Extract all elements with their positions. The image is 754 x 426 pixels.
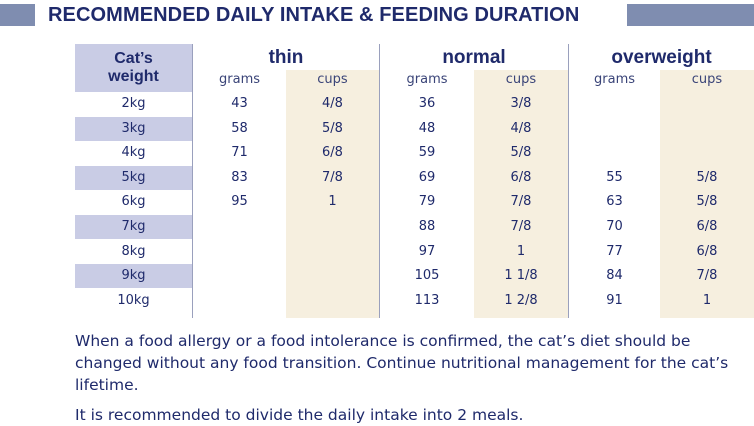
table-cell: 77 <box>606 244 623 259</box>
table-cell: 63 <box>606 194 623 209</box>
table-cell <box>286 215 379 239</box>
normal-cups-column-shade <box>474 70 568 318</box>
table-cell: 1 <box>328 194 337 209</box>
table-cell: 105 <box>414 268 440 283</box>
table-cell: 6/8 <box>510 170 532 185</box>
column-divider <box>379 44 380 318</box>
table-cell <box>569 92 660 116</box>
table-cell: 43 <box>231 96 248 111</box>
table-cell: 88 <box>418 219 436 234</box>
table-cell <box>286 264 379 288</box>
sub-header-grams: grams <box>406 72 448 87</box>
overweight-cups-column-shade <box>660 70 754 318</box>
table-cell <box>660 117 754 141</box>
table-cell: 113 <box>414 293 440 308</box>
sub-header-cups: cups <box>505 72 537 87</box>
header-accent-bar-left <box>0 4 35 26</box>
note-meals: It is recommended to divide the daily in… <box>75 406 524 424</box>
table-cell: 7/8 <box>510 219 532 234</box>
table-cell: 6/8 <box>696 244 718 259</box>
table-cell: 4/8 <box>510 121 532 136</box>
column-divider <box>568 44 569 318</box>
weight-row-stripe <box>75 117 192 141</box>
table-cell: 5/8 <box>510 145 532 160</box>
table-cell <box>193 264 286 288</box>
table-cell: 3/8 <box>510 96 532 111</box>
table-cell: 1 <box>516 244 526 259</box>
table-cell: 1 2/8 <box>504 293 538 308</box>
table-cell: 70 <box>606 219 623 234</box>
weight-column-header: Cat’s weight <box>75 44 192 92</box>
table-row-weight: 8kg <box>121 244 146 259</box>
table-cell <box>569 141 660 165</box>
header-accent-bar-right <box>627 4 754 26</box>
table-cell: 84 <box>606 268 623 283</box>
table-cell: 7/8 <box>696 268 718 283</box>
table-cell <box>286 289 379 313</box>
weight-header-line1: Cat’s <box>114 50 153 67</box>
thin-cups-column-shade <box>286 70 379 318</box>
table-row-weight: 7kg <box>121 219 146 234</box>
table-cell: 97 <box>418 244 436 259</box>
table-cell: 1 1/8 <box>504 268 538 283</box>
table-row-weight: 4kg <box>121 145 146 160</box>
page-title: RECOMMENDED DAILY INTAKE & FEEDING DURAT… <box>48 4 580 26</box>
table-cell: 5/8 <box>696 170 718 185</box>
table-cell: 91 <box>606 293 623 308</box>
sub-header-cups: cups <box>691 72 723 87</box>
table-row-weight: 5kg <box>121 170 146 185</box>
table-cell <box>193 240 286 264</box>
table-cell: 7/8 <box>510 194 532 209</box>
sub-header-grams: grams <box>219 72 260 87</box>
page-header: RECOMMENDED DAILY INTAKE & FEEDING DURAT… <box>0 0 754 30</box>
table-cell <box>660 141 754 165</box>
feeding-table: Cat’s weight thin normal overweight gram… <box>75 44 754 318</box>
table-cell: 4/8 <box>322 96 343 111</box>
table-cell: 48 <box>418 121 436 136</box>
table-cell <box>193 215 286 239</box>
table-cell: 59 <box>418 145 436 160</box>
weight-row-stripe <box>75 166 192 190</box>
table-cell: 7/8 <box>322 170 343 185</box>
weight-header-line2: weight <box>108 68 159 85</box>
group-header-thin: thin <box>268 47 304 68</box>
table-cell: 55 <box>606 170 623 185</box>
table-cell: 6/8 <box>322 145 343 160</box>
weight-row-stripe <box>75 215 192 239</box>
note-allergy: When a food allergy or a food intoleranc… <box>75 332 729 394</box>
table-cell <box>660 92 754 116</box>
column-divider <box>192 44 193 318</box>
group-header-normal: normal <box>442 47 506 68</box>
table-cell: 6/8 <box>696 219 718 234</box>
table-row-weight: 3kg <box>121 121 146 136</box>
table-row-weight: 10kg <box>117 293 150 308</box>
weight-row-stripe <box>75 264 192 288</box>
table-row-weight: 2kg <box>121 96 146 111</box>
table-cell: 58 <box>231 121 248 136</box>
table-row-weight: 6kg <box>121 194 146 209</box>
table-cell <box>193 289 286 313</box>
sub-header-grams: grams <box>594 72 635 87</box>
table-cell: 69 <box>418 170 436 185</box>
table-cell <box>569 117 660 141</box>
table-cell: 83 <box>231 170 248 185</box>
feeding-notes: When a food allergy or a food intoleranc… <box>75 330 754 426</box>
table-cell: 5/8 <box>696 194 718 209</box>
table-cell: 79 <box>418 194 436 209</box>
table-row-weight: 9kg <box>121 268 146 283</box>
table-cell <box>286 240 379 264</box>
sub-header-cups: cups <box>317 72 348 87</box>
table-cell: 5/8 <box>322 121 343 136</box>
table-cell: 36 <box>418 96 436 111</box>
group-header-overweight: overweight <box>611 47 712 68</box>
table-cell: 71 <box>231 145 248 160</box>
table-cell: 1 <box>702 293 712 308</box>
table-cell: 95 <box>231 194 248 209</box>
